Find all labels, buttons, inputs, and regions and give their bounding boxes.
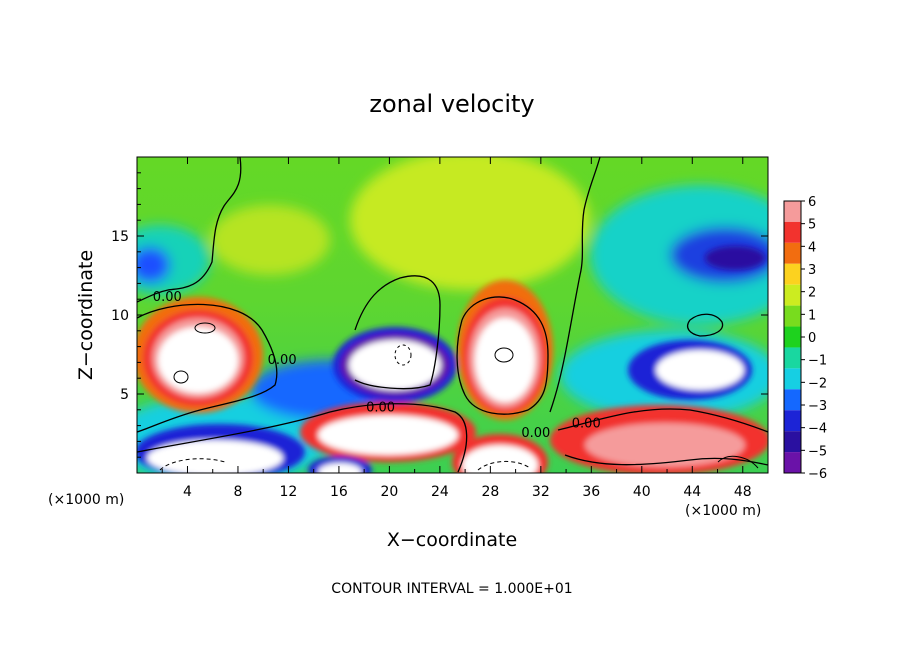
inner-contour-bottomright (717, 455, 759, 469)
inner-contour-bottomleft-dashed (159, 458, 226, 471)
colorbar-label: 0 (808, 331, 816, 346)
x-tick-label: 4 (183, 484, 192, 500)
colorbar-segment (784, 347, 801, 369)
contour-label-layer: 0.00 0.00 0.00 0.00 0.00 (153, 290, 601, 441)
west-core-center-white (475, 318, 535, 402)
west-core-bottomcenter-white (462, 445, 538, 473)
east-core-bottommid-white (318, 463, 362, 473)
x-tick-label: 40 (633, 484, 651, 500)
y-tick-label: 15 (111, 229, 129, 245)
x-tick-label: 44 (683, 484, 701, 500)
contour-right-lower (557, 408, 768, 433)
inner-contour-left-2 (173, 370, 189, 384)
x-tick-label: 48 (734, 484, 752, 500)
west-core-lowmid-white (318, 415, 458, 455)
contour-upper-left (137, 157, 242, 303)
colorbar-label: 6 (808, 195, 816, 210)
x-tick-label: 28 (481, 484, 499, 500)
contour-label: 0.00 (153, 290, 182, 305)
east-core-right-white (656, 350, 744, 390)
colorbar-label: 2 (808, 286, 816, 301)
east-core-upperright-purple (705, 246, 765, 270)
contour-interval-note: CONTOUR INTERVAL = 1.000E+01 (331, 581, 572, 597)
colorbar-label: −2 (808, 376, 827, 391)
colorbar-label: −3 (808, 399, 827, 414)
colorbar-segment (784, 242, 801, 264)
colorbar-segment (784, 284, 801, 306)
contour-right-upper (686, 313, 724, 337)
x-tick-label: 24 (431, 484, 449, 500)
x-unit-label-right: (×1000 m) (685, 503, 761, 519)
contour-label: 0.00 (366, 401, 395, 416)
east-core-bottomleft-white (147, 440, 283, 473)
y-axis-title: Z−coordinate (75, 250, 97, 380)
colorbar-segment (784, 305, 801, 327)
y-tick-label: 10 (111, 308, 129, 324)
zero-contours (137, 157, 768, 473)
heatmap-field (137, 157, 768, 473)
contour-label: 0.00 (572, 416, 601, 431)
upper-yellow-zone (350, 157, 590, 290)
colorbar-label: −5 (808, 444, 827, 459)
x-tick-label: 32 (532, 484, 550, 500)
contour-right-vertical (549, 157, 601, 413)
colorbar-label: −6 (808, 467, 827, 482)
contour-lower-band (137, 403, 468, 473)
contour-label: 0.00 (268, 353, 297, 368)
west-core-bottomright-pink (585, 423, 745, 467)
x-tick-label: 36 (582, 484, 600, 500)
east-core-mid-white (349, 340, 441, 390)
colorbar-segment (784, 431, 801, 453)
colorbar-segment (784, 201, 801, 222)
colorbar-segment (784, 263, 801, 285)
inner-contour-bottommid-dashed (477, 461, 531, 471)
y-tick-label: 5 (120, 387, 129, 403)
x-unit-label-left: (×1000 m) (48, 492, 124, 508)
colorbar-label: −1 (808, 354, 827, 369)
contour-bottom-right (564, 454, 768, 466)
chart-title: zonal velocity (369, 90, 534, 118)
upper-left-blue-zone (137, 247, 170, 283)
x-tick-label: 12 (280, 484, 298, 500)
contour-left-core (137, 303, 278, 433)
contour-label: 0.00 (521, 426, 550, 441)
contour-center-core (456, 296, 549, 415)
colorbar: 6 5 4 3 2 1 0 −1 −2 −3 −4 −5 −6 (783, 195, 827, 482)
x-tick-label: 20 (380, 484, 398, 500)
colorbar-label: 1 (808, 308, 816, 323)
x-tick-label: 16 (330, 484, 348, 500)
colorbar-segment (784, 410, 801, 432)
colorbar-segment (784, 368, 801, 390)
colorbar-label: 3 (808, 263, 816, 278)
x-axis: 4 8 12 16 20 24 28 32 36 40 44 48 (161, 157, 752, 500)
x-tick-label: 8 (233, 484, 242, 500)
colorbar-label: −4 (808, 422, 827, 437)
inner-contour-center (494, 347, 514, 363)
x-axis-title: X−coordinate (387, 529, 517, 551)
y-axis: 5 10 15 (111, 172, 768, 458)
contour-central-dome (354, 275, 441, 390)
colorbar-segment (784, 452, 801, 473)
upper-left-yellow-zone (210, 205, 330, 275)
field-cores (137, 246, 768, 473)
inner-contours (159, 322, 759, 471)
colorbar-segment (784, 389, 801, 411)
west-core-left-white (158, 327, 238, 393)
colorbar-segment (784, 326, 801, 348)
inner-contour-left-1 (194, 322, 216, 334)
inner-contour-mid-dashed (394, 344, 412, 366)
colorbar-label: 5 (808, 218, 816, 233)
colorbar-segment (784, 221, 801, 243)
colorbar-label: 4 (808, 240, 816, 255)
